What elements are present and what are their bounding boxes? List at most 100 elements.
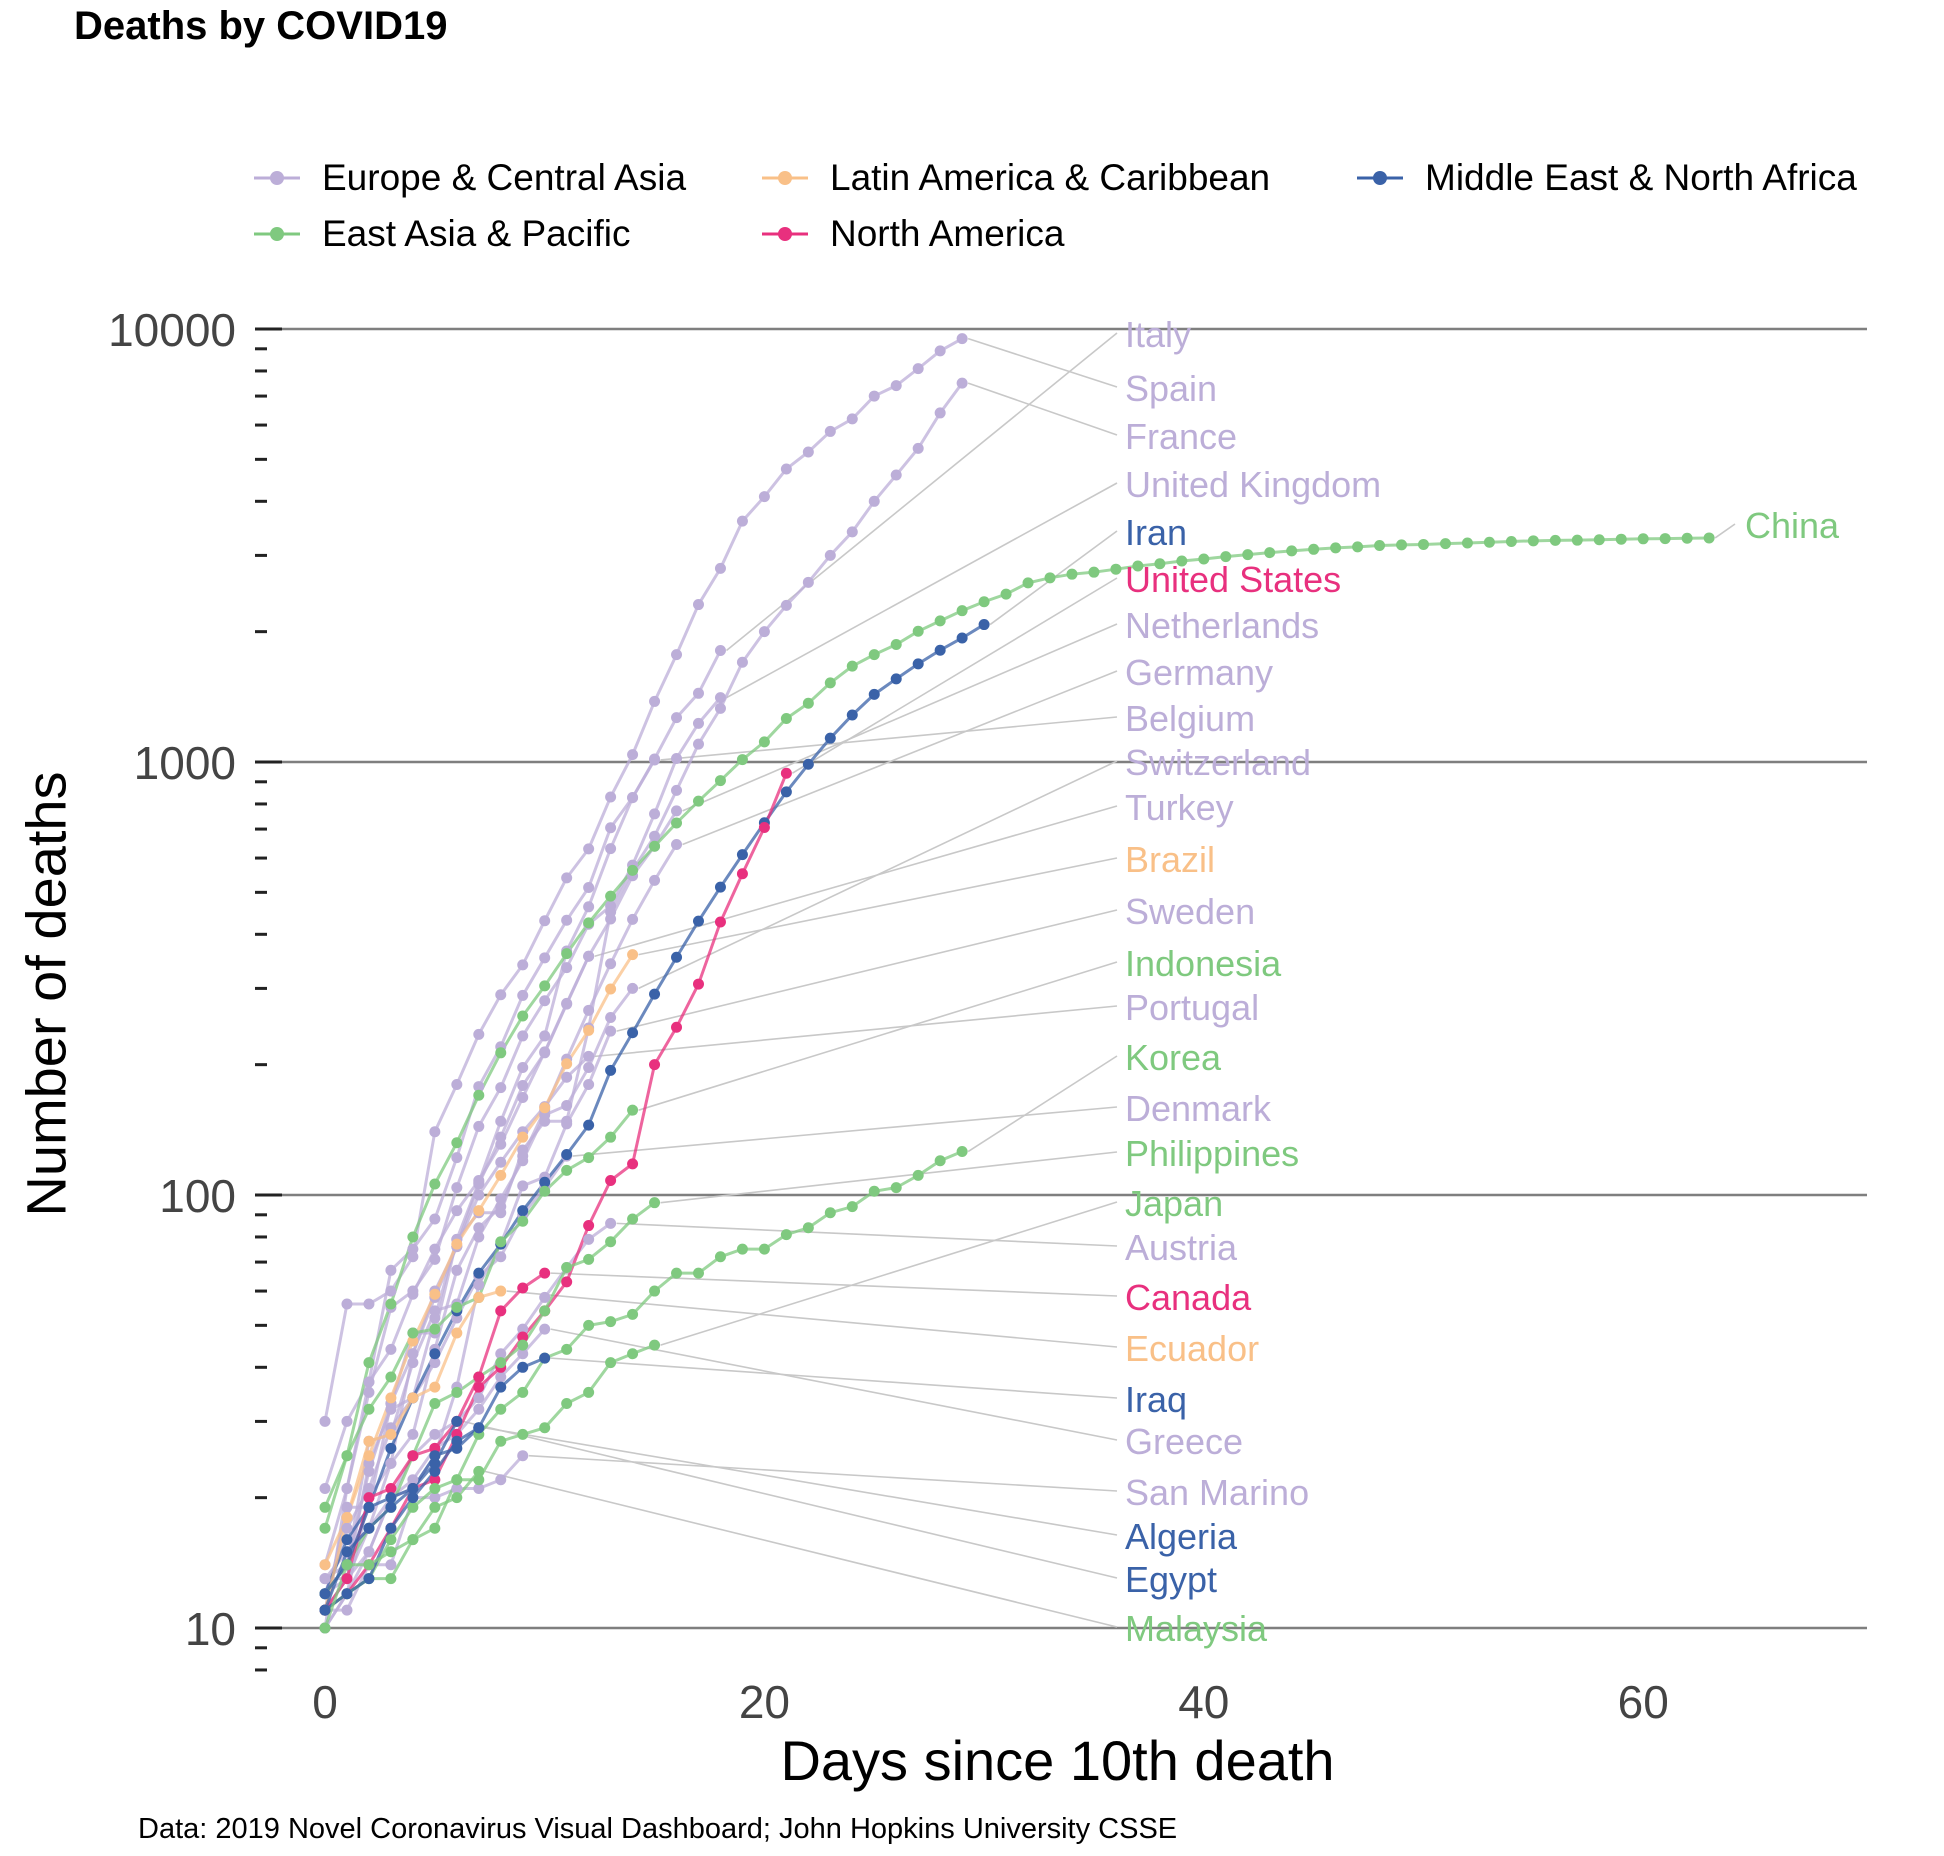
- data-point: [671, 838, 683, 850]
- data-point: [473, 1081, 485, 1093]
- data-point: [649, 1059, 661, 1071]
- data-point: [561, 962, 573, 974]
- data-point: [1286, 545, 1298, 557]
- data-point: [868, 495, 880, 507]
- leader-line-greece: [550, 1328, 1118, 1441]
- data-point: [539, 1185, 551, 1197]
- data-point: [495, 989, 507, 1001]
- leader-line-china: [1714, 523, 1736, 539]
- data-point: [473, 1465, 485, 1477]
- data-point: [473, 1120, 485, 1132]
- leader-line-malaysia: [484, 1470, 1118, 1628]
- data-point: [517, 1215, 529, 1227]
- data-point: [451, 1137, 463, 1149]
- data-point: [627, 1027, 639, 1039]
- series-label-netherlands: Netherlands: [1125, 605, 1319, 646]
- data-point: [539, 1267, 551, 1279]
- data-point: [451, 1152, 463, 1164]
- data-point: [692, 1267, 704, 1279]
- data-point: [385, 1343, 397, 1355]
- data-point: [429, 1243, 441, 1255]
- data-point: [451, 1386, 463, 1398]
- data-point: [495, 1381, 507, 1393]
- data-point: [561, 1058, 573, 1070]
- legend-label: Europe & Central Asia: [322, 157, 687, 198]
- data-point: [517, 1339, 529, 1351]
- data-point: [692, 717, 704, 729]
- data-point: [780, 713, 792, 725]
- leader-line-belgium: [660, 716, 1118, 761]
- data-point: [429, 1450, 441, 1462]
- data-point: [495, 1236, 507, 1248]
- data-point: [561, 1099, 573, 1111]
- data-point: [473, 1474, 485, 1486]
- data-point: [824, 425, 836, 437]
- data-point: [1132, 560, 1144, 572]
- data-point: [451, 1264, 463, 1276]
- series-label-italy: Italy: [1125, 314, 1191, 355]
- series-label-switzerland: Switzerland: [1125, 742, 1311, 783]
- series-label-san-marino: San Marino: [1125, 1472, 1309, 1513]
- data-point: [649, 874, 661, 886]
- data-point: [495, 1348, 507, 1360]
- leader-line-japan: [660, 1201, 1118, 1346]
- data-point: [890, 469, 902, 481]
- data-point: [473, 1381, 485, 1393]
- series-label-portugal: Portugal: [1125, 987, 1259, 1028]
- data-point: [561, 1071, 573, 1083]
- series-label-france: France: [1125, 416, 1237, 457]
- data-point: [363, 1435, 375, 1447]
- data-point: [429, 1348, 441, 1360]
- leader-line-sweden: [616, 909, 1118, 1032]
- data-point: [473, 1403, 485, 1415]
- data-point: [407, 1251, 419, 1263]
- data-point: [1461, 537, 1473, 549]
- data-point: [583, 917, 595, 929]
- data-point: [429, 1381, 441, 1393]
- legend-key-icon: [762, 227, 808, 241]
- data-point: [363, 1457, 375, 1469]
- data-point: [1242, 549, 1254, 561]
- series-line-united-states: [324, 772, 788, 1612]
- data-point: [473, 1189, 485, 1201]
- data-point: [758, 821, 770, 833]
- data-point: [429, 1253, 441, 1265]
- data-point: [319, 1501, 331, 1513]
- data-point: [539, 1291, 551, 1303]
- data-point: [517, 1061, 529, 1073]
- data-point: [1000, 588, 1012, 600]
- y-tick-label: 100: [159, 1170, 236, 1222]
- data-point: [407, 1335, 419, 1347]
- chart-title: Deaths by COVID19: [74, 4, 448, 48]
- data-point: [583, 1004, 595, 1016]
- data-point: [385, 1546, 397, 1558]
- legend-label: Latin America & Caribbean: [830, 157, 1271, 198]
- data-point: [1374, 540, 1386, 552]
- data-point: [473, 1291, 485, 1303]
- leader-line-united-kingdom: [726, 482, 1118, 699]
- data-point: [561, 1343, 573, 1355]
- data-point: [517, 1282, 529, 1294]
- data-point: [912, 1169, 924, 1181]
- data-point: [583, 901, 595, 913]
- data-point: [627, 913, 639, 925]
- data-point: [341, 1522, 353, 1534]
- series-line-iran: [323, 623, 985, 1595]
- data-point: [539, 1176, 551, 1188]
- data-point: [692, 795, 704, 807]
- data-point: [319, 1622, 331, 1634]
- data-point: [407, 1492, 419, 1504]
- data-point: [517, 1331, 529, 1343]
- data-point: [341, 1588, 353, 1600]
- data-point: [473, 1028, 485, 1040]
- data-point: [341, 1501, 353, 1513]
- data-point: [517, 1205, 529, 1217]
- data-point: [429, 1213, 441, 1225]
- data-point: [363, 1465, 375, 1477]
- data-point: [758, 736, 770, 748]
- data-point: [583, 1024, 595, 1036]
- data-point: [605, 1217, 617, 1229]
- data-point: [824, 732, 836, 744]
- x-axis: 0 20 40 60: [312, 1676, 1669, 1728]
- leader-line-turkey: [594, 805, 1118, 957]
